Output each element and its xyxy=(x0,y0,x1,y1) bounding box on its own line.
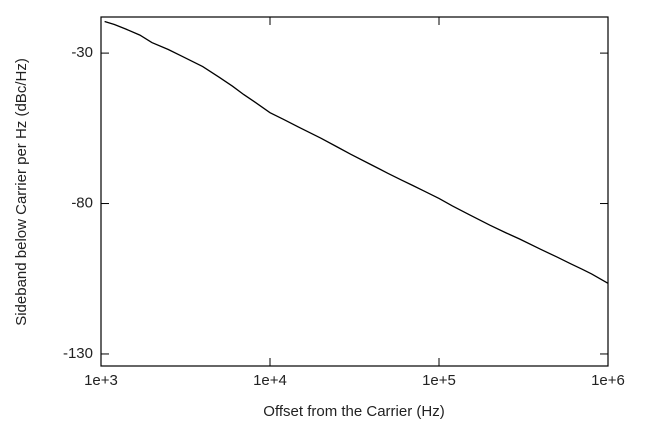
x-tick-label: 1e+4 xyxy=(253,372,287,389)
plot-frame xyxy=(100,16,609,367)
y-tick-label: -130 xyxy=(63,345,93,362)
x-axis-label: Offset from the Carrier (Hz) xyxy=(263,403,444,420)
x-tick-label: 1e+3 xyxy=(84,372,118,389)
x-tick-label: 1e+6 xyxy=(591,372,625,389)
y-axis-label: Sideband below Carrier per Hz (dBc/Hz) xyxy=(13,58,30,326)
data-line xyxy=(104,20,609,284)
x-tick-label: 1e+5 xyxy=(422,372,456,389)
y-tick-label: -80 xyxy=(71,195,93,212)
y-tick-label: -30 xyxy=(71,44,93,61)
